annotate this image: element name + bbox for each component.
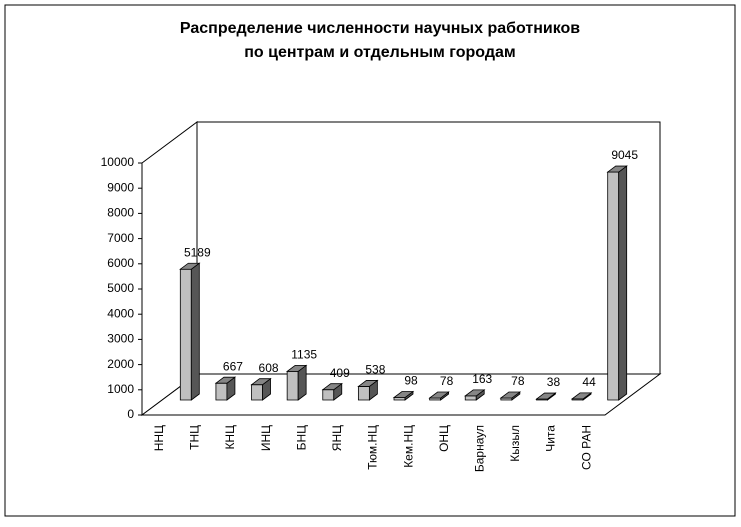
bar-face (179, 262, 201, 270)
x-tick-label: ИНЦ (259, 425, 273, 451)
value-label: 1135 (291, 348, 317, 362)
bar (250, 377, 272, 401)
bar-face (322, 389, 335, 401)
bar-face (607, 171, 620, 401)
chart-title: Распределение численности научных работн… (180, 20, 580, 37)
value-label: 608 (259, 361, 279, 375)
bar-face (606, 165, 628, 173)
bar-face (215, 382, 228, 401)
bar (428, 391, 450, 401)
bar-face (214, 376, 237, 384)
chart-title: по центрам и отдельным городам (244, 44, 515, 61)
bar (499, 391, 522, 401)
x-tick-label: ЯНЦ (330, 425, 344, 451)
x-tick-label: ННЦ (152, 425, 166, 451)
x-tick-label: ТНЦ (188, 425, 202, 450)
x-tick-label: Барнаул (473, 425, 487, 472)
y-tick-label: 9000 (107, 180, 134, 194)
bar-face (357, 380, 379, 387)
bar-face (190, 262, 200, 401)
bar-face (570, 392, 593, 400)
y-tick-label: 7000 (107, 231, 134, 245)
y-tick-label: 6000 (107, 256, 134, 270)
y-tick-label: 10000 (101, 155, 135, 169)
bar-face (535, 392, 557, 400)
bar (392, 390, 415, 401)
y-tick-label: 8000 (107, 206, 134, 220)
value-label: 667 (223, 359, 243, 373)
bar (285, 364, 308, 401)
bar (214, 376, 237, 401)
bar (321, 382, 343, 401)
bar-face (428, 391, 450, 399)
bar-face (251, 384, 263, 401)
bar-face (618, 165, 628, 401)
bar (535, 392, 557, 401)
bar-face (392, 391, 415, 398)
bar (570, 392, 593, 401)
value-label: 9045 (611, 148, 638, 162)
x-tick-label: Тюм.НЦ (366, 425, 380, 470)
bar (464, 389, 486, 401)
x-tick-label: БНЦ (294, 425, 308, 451)
y-tick-label: 2000 (107, 357, 134, 371)
bar-face (179, 268, 192, 401)
bar-face (285, 364, 308, 372)
bar-face (357, 386, 370, 401)
x-tick-label: Чита (544, 425, 558, 452)
y-tick-label: 4000 (107, 306, 134, 320)
value-label: 538 (365, 363, 385, 377)
bar (179, 262, 201, 401)
value-label: 44 (582, 375, 596, 389)
x-tick-label: Кызыл (508, 425, 522, 462)
value-label: 78 (511, 374, 525, 388)
bar-face (464, 395, 477, 401)
value-label: 98 (404, 374, 418, 388)
y-tick-label: 5000 (107, 281, 134, 295)
back-wall (196, 121, 661, 375)
x-tick-label: ОНЦ (437, 425, 451, 452)
x-tick-label: КНЦ (223, 425, 237, 450)
x-tick-label: СО РАН (579, 425, 593, 470)
bar (606, 165, 628, 401)
x-tick-label: Кем.НЦ (401, 425, 415, 468)
value-label: 163 (472, 372, 492, 386)
y-tick-label: 1000 (107, 382, 134, 396)
y-tick-label: 3000 (107, 332, 134, 346)
bar-face (250, 378, 272, 386)
bar-face (499, 391, 522, 399)
bar (357, 379, 379, 401)
bar-face (321, 383, 343, 391)
value-label: 409 (330, 366, 350, 380)
value-label: 5189 (184, 245, 211, 259)
value-label: 78 (440, 374, 454, 388)
y-tick-label: 0 (127, 407, 134, 421)
value-label: 38 (547, 375, 561, 389)
bar-face (286, 370, 299, 401)
bar-face (464, 389, 486, 397)
